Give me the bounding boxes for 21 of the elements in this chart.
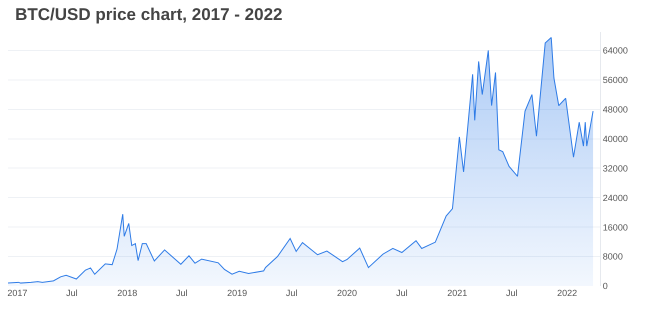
y-tick-label: 40000 [602, 134, 628, 144]
x-tick-label: 2018 [117, 288, 138, 298]
x-tick-label: Jul [506, 288, 518, 298]
y-tick-label: 32000 [602, 163, 628, 174]
x-tick-label: 2017 [7, 288, 28, 298]
y-tick-label: 16000 [602, 222, 628, 232]
x-tick-label: Jul [66, 288, 78, 298]
y-tick-label: 48000 [602, 104, 628, 114]
y-tick-label: 24000 [602, 192, 628, 203]
y-tick-label: 0 [602, 281, 608, 292]
x-tick-label: Jul [286, 288, 298, 298]
x-tick-label: 2019 [227, 288, 248, 298]
x-tick-label: 2022 [557, 288, 578, 298]
chart-title: BTC/USD price chart, 2017 - 2022 [15, 4, 283, 24]
x-tick-label: Jul [396, 288, 408, 298]
x-tick-label: 2020 [337, 288, 358, 298]
y-tick-label: 64000 [602, 46, 628, 56]
y-tick-label: 8000 [602, 252, 623, 262]
x-tick-label: Jul [176, 288, 188, 298]
x-tick-label: 2021 [447, 288, 468, 298]
y-tick-label: 56000 [602, 75, 628, 86]
